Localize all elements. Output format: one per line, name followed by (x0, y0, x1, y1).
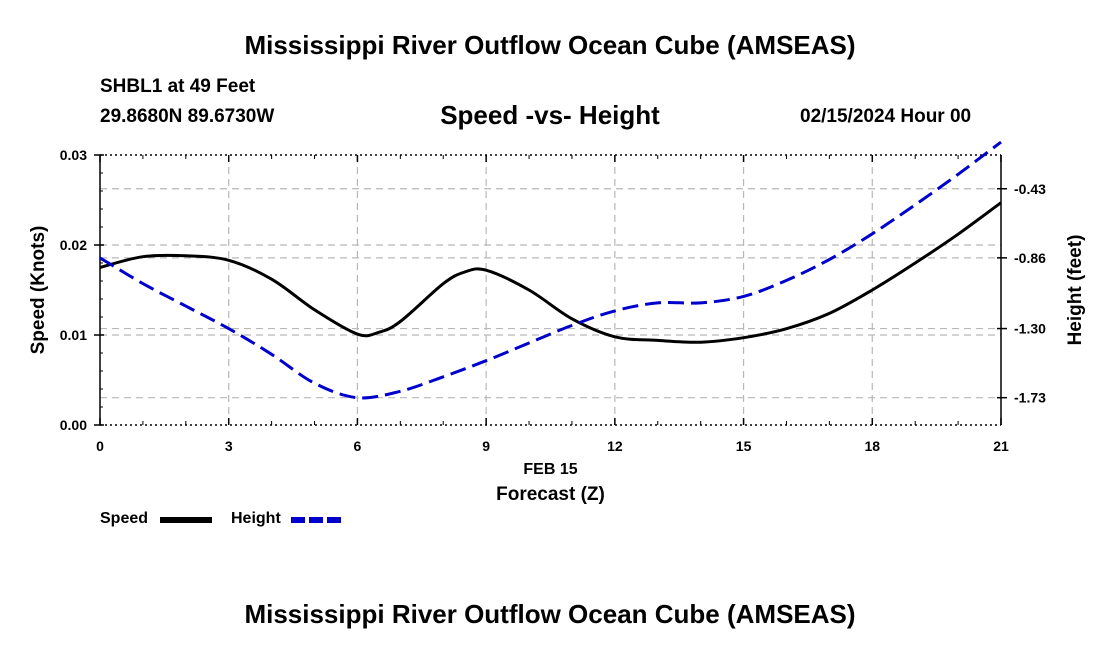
series-line-speed (99, 201, 1002, 344)
chart-title: Speed -vs- Height (440, 100, 660, 130)
y-tick-label: 0.03 (60, 147, 87, 163)
x-tick-label: 12 (607, 438, 623, 454)
forecast-datetime: 02/15/2024 Hour 00 (800, 106, 972, 127)
page-title: Mississippi River Outflow Ocean Cube (AM… (244, 30, 856, 60)
y2-axis-label: Height (feet) (1065, 235, 1086, 346)
repeated-page-title: Mississippi River Outflow Ocean Cube (AM… (244, 599, 856, 629)
y2-tick-label: -0.43 (1014, 181, 1046, 197)
legend-label-height: Height (231, 510, 281, 527)
legend-swatch-height (291, 517, 343, 523)
station-label: SHBL1 at 49 Feet (100, 76, 256, 97)
x-tick-label: 15 (736, 438, 752, 454)
y2-tick-label: -0.86 (1014, 250, 1046, 266)
x-tick-label: 18 (864, 438, 880, 454)
x-axis-date-label: FEB 15 (523, 461, 577, 478)
y-axis-label: Speed (Knots) (28, 226, 49, 355)
x-tick-label: 9 (482, 438, 490, 454)
y-tick-label: 0.00 (60, 417, 87, 433)
y-tick-label: 0.02 (60, 237, 87, 253)
coordinates-label: 29.8680N 89.6730W (100, 106, 275, 127)
y2-tick-label: -1.73 (1014, 390, 1046, 406)
y2-tick-label: -1.30 (1014, 321, 1046, 337)
series-line-height (99, 140, 1002, 400)
x-tick-label: 6 (354, 438, 362, 454)
x-tick-label: 21 (993, 438, 1009, 454)
y-tick-label: 0.01 (60, 327, 87, 343)
x-axis-label: Forecast (Z) (496, 484, 605, 505)
legend-swatch-speed (160, 517, 212, 523)
legend-label-speed: Speed (100, 510, 149, 527)
x-tick-label: 0 (96, 438, 104, 454)
x-tick-label: 3 (225, 438, 233, 454)
